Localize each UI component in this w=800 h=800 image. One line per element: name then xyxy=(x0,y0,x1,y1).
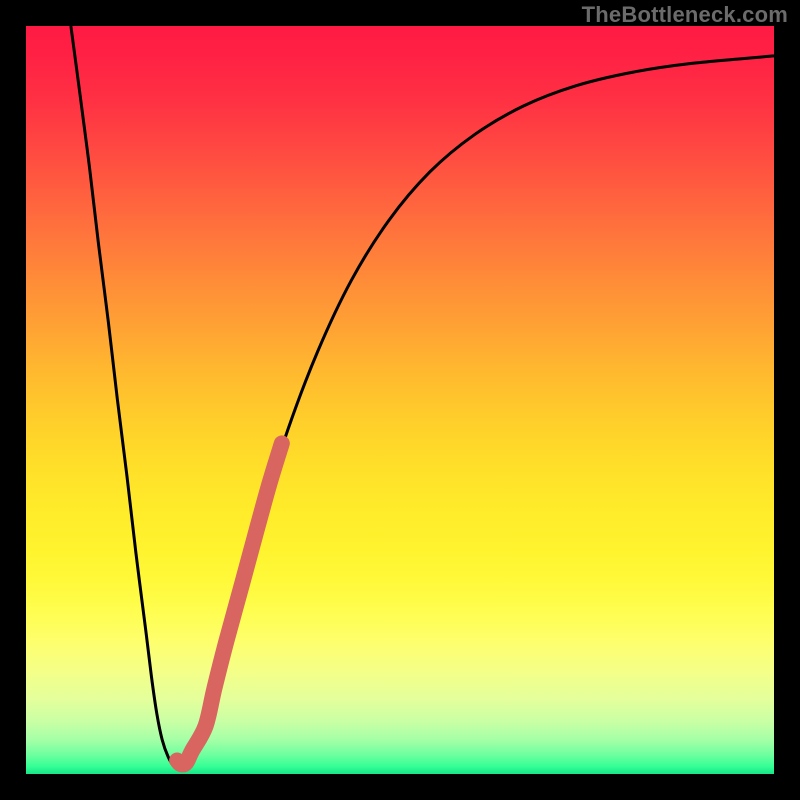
gradient-background xyxy=(26,26,774,774)
chart-canvas: TheBottleneck.com xyxy=(0,0,800,800)
plot-svg xyxy=(26,26,774,774)
watermark-text: TheBottleneck.com xyxy=(582,2,788,28)
plot-area xyxy=(26,26,774,774)
